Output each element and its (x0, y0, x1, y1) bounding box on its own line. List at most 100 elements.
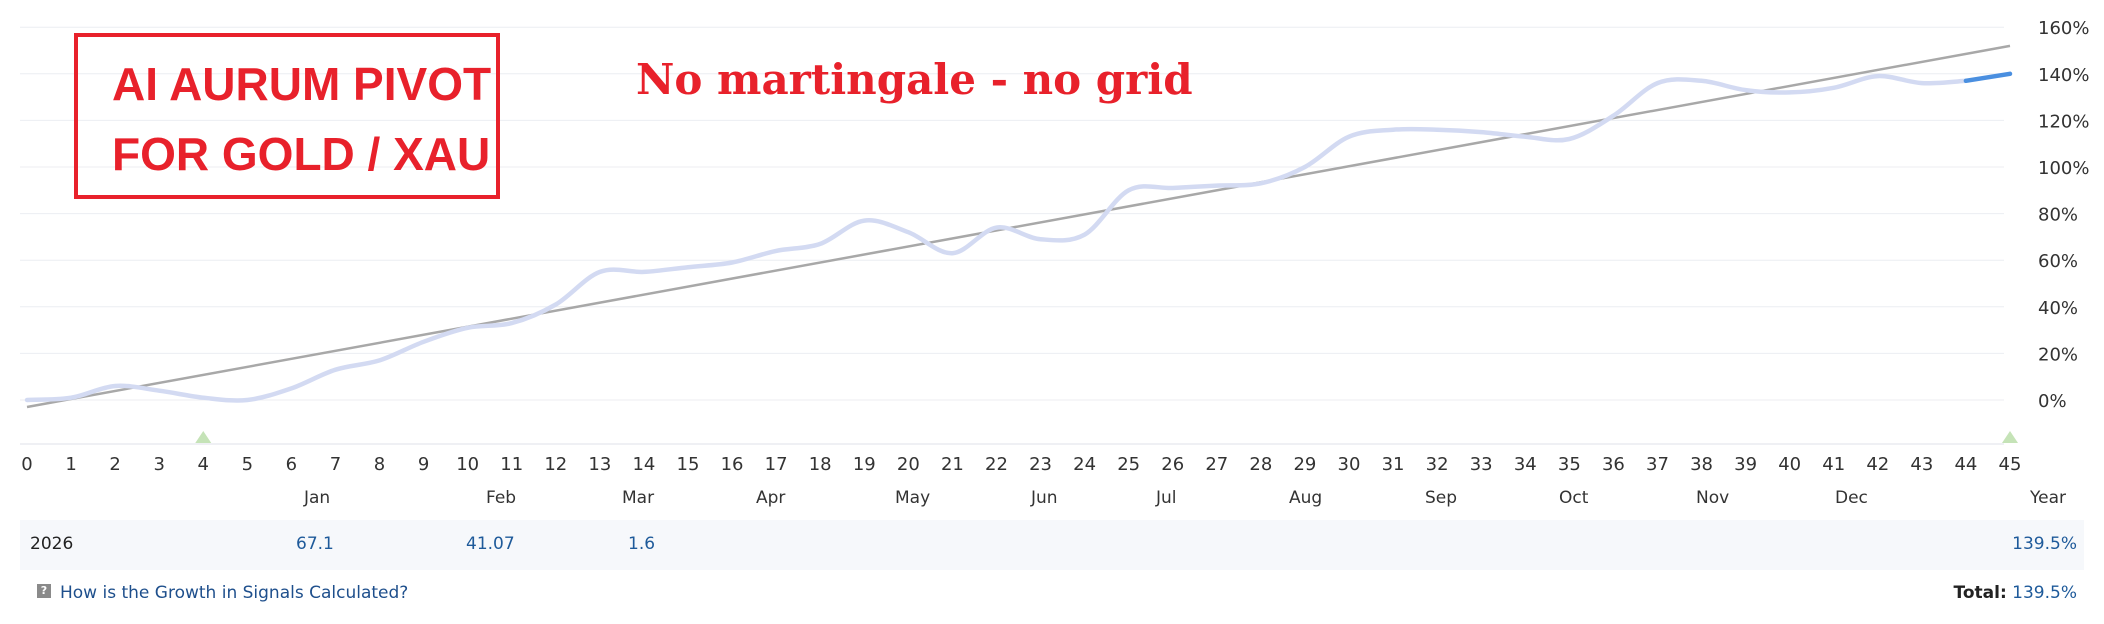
data-point (598, 270, 602, 274)
y-tick-label: 40% (2038, 298, 2078, 319)
x-tick-label: 14 (632, 454, 655, 475)
data-point (1215, 184, 1219, 188)
x-tick-label: 37 (1646, 454, 1669, 475)
data-point (1611, 114, 1615, 118)
period-marker (195, 431, 212, 443)
period-marker (2002, 431, 2018, 443)
x-tick-label: 22 (985, 454, 1008, 475)
subtitle: No martingale - no grid (636, 55, 1193, 104)
month-label-year: Year (2030, 488, 2066, 508)
data-point (1920, 81, 1924, 85)
growth-line-recent (1963, 71, 2013, 84)
data-point (994, 226, 998, 230)
growth-line (24, 73, 1969, 403)
month-label-jun: Jun (1031, 488, 1058, 508)
data-point (730, 261, 734, 265)
data-point (113, 384, 117, 388)
y-axis-ticks: 160% 140% 120% 100% 80% 60% 40% 20% 0% (2038, 18, 2089, 412)
year-row (20, 520, 2084, 570)
value-mar[interactable]: 1.6 (628, 534, 656, 554)
x-tick-label: 11 (500, 454, 523, 475)
month-label-jul: Jul (1156, 488, 1177, 508)
x-tick-label: 40 (1778, 454, 1801, 475)
x-tick-label: 26 (1161, 454, 1184, 475)
data-point (510, 321, 514, 325)
title-box: AI AURUM PIVOT FOR GOLD / XAU (74, 33, 500, 199)
x-tick-label: 1 (65, 454, 76, 475)
x-axis-ticks: 0 1 2 3 4 5 6 7 8 9 10 11 12 13 14 15 16 17 18 19 20 21 22 23 24… (21, 454, 2021, 475)
x-tick-label: 16 (721, 454, 744, 475)
x-tick-label: 21 (941, 454, 964, 475)
data-point (1303, 165, 1307, 169)
x-tick-label: 29 (1293, 454, 1316, 475)
data-point (642, 270, 646, 274)
x-tick-label: 24 (1073, 454, 1096, 475)
x-tick-label: 4 (198, 454, 209, 475)
x-tick-label: 2 (109, 454, 120, 475)
data-point (1788, 90, 1792, 94)
value-year[interactable]: 139.5% (2012, 534, 2077, 554)
data-point (201, 396, 205, 400)
y-tick-label: 140% (2038, 65, 2089, 86)
month-label-oct: Oct (1559, 488, 1589, 508)
y-tick-label: 20% (2038, 344, 2078, 365)
x-tick-label: 20 (897, 454, 920, 475)
data-point (554, 302, 558, 306)
data-point (378, 358, 382, 362)
month-label-jan: Jan (304, 488, 331, 508)
month-label-aug: Aug (1289, 488, 1323, 508)
x-tick-label: 18 (809, 454, 832, 475)
data-point (1567, 137, 1571, 141)
x-tick-label: 31 (1382, 454, 1405, 475)
trend-line (26, 44, 2011, 409)
help-icon[interactable]: ? (37, 584, 51, 598)
title-line-2: FOR GOLD / XAU (112, 128, 491, 180)
x-tick-label: 39 (1734, 454, 1757, 475)
x-tick-label: 6 (286, 454, 297, 475)
x-tick-label: 32 (1426, 454, 1449, 475)
data-point (1083, 233, 1087, 237)
month-label-mar: Mar (622, 488, 655, 508)
month-label-apr: Apr (756, 488, 786, 508)
value-jan[interactable]: 67.1 (296, 534, 334, 554)
month-label-may: May (895, 488, 931, 508)
x-tick-label: 15 (677, 454, 700, 475)
month-label-dec: Dec (1835, 488, 1868, 508)
data-point (2008, 72, 2012, 76)
x-tick-label: 10 (456, 454, 479, 475)
data-point (950, 251, 954, 255)
total: Total: 139.5% (1954, 583, 2077, 603)
data-point (1523, 135, 1527, 139)
trend-line-group (26, 44, 2011, 409)
data-point (1832, 86, 1836, 90)
data-point (1039, 237, 1043, 241)
x-tick-label: 33 (1470, 454, 1493, 475)
data-point (1655, 81, 1659, 85)
total-value: 139.5% (2012, 583, 2077, 603)
data-point (1876, 74, 1880, 78)
x-tick-label: 17 (765, 454, 788, 475)
data-point (1391, 128, 1395, 132)
x-tick-label: 42 (1866, 454, 1889, 475)
x-tick-label: 41 (1822, 454, 1845, 475)
growth-line-group (24, 71, 2013, 403)
data-point (1744, 88, 1748, 92)
title-line-1: AI AURUM PIVOT (112, 58, 492, 110)
x-tick-label: 23 (1029, 454, 1052, 475)
data-point (1171, 186, 1175, 190)
data-point (157, 389, 161, 393)
x-tick-label: 0 (21, 454, 32, 475)
data-point (1700, 79, 1704, 83)
month-label-feb: Feb (486, 488, 517, 508)
x-tick-label: 13 (588, 454, 611, 475)
data-point (774, 249, 778, 253)
data-point (1347, 135, 1351, 139)
x-tick-label: 36 (1602, 454, 1625, 475)
x-tick-label: 35 (1558, 454, 1581, 475)
growth-calculation-link[interactable]: How is the Growth in Signals Calculated? (60, 583, 409, 603)
x-tick-label: 38 (1690, 454, 1713, 475)
value-feb[interactable]: 41.07 (466, 534, 515, 554)
data-point (1259, 181, 1263, 185)
data-point (333, 368, 337, 372)
